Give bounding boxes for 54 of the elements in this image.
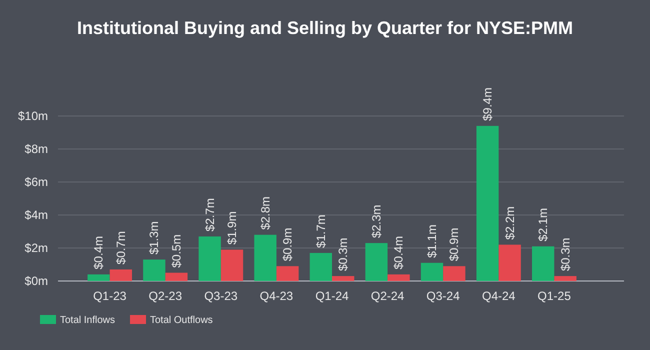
x-tick-label: Q3-24: [426, 289, 460, 303]
data-label: $1.3m: [147, 221, 162, 255]
data-label: $1.1m: [425, 224, 439, 258]
data-label: $2.7m: [202, 198, 217, 232]
x-tick-label: Q4-23: [260, 289, 294, 303]
bar: [88, 274, 110, 281]
data-label: $0.9m: [447, 228, 462, 262]
chart-title: Institutional Buying and Selling by Quarter for NYSE:PMM: [76, 18, 574, 38]
legend-label: Total Outflows: [150, 315, 213, 326]
bar: [420, 262, 444, 281]
bar: [254, 234, 276, 281]
bar: [310, 252, 332, 281]
x-tick-label: Q1-25: [538, 289, 572, 303]
y-tick-label: $8m: [24, 142, 48, 156]
data-label: $0.3m: [558, 238, 572, 272]
data-label: $0.4m: [92, 236, 106, 270]
x-tick-label: Q1-24: [315, 289, 349, 303]
y-tick-label: $6m: [24, 175, 48, 189]
bar: [365, 243, 388, 281]
x-tick-label: Q2-23: [148, 289, 182, 303]
y-tick-label: $4m: [24, 208, 48, 222]
bar: [276, 266, 299, 281]
bar: [443, 266, 466, 281]
data-label: $0.9m: [280, 228, 295, 262]
y-tick-label: $10m: [18, 109, 48, 123]
data-label: $2.1m: [536, 208, 550, 242]
x-tick-label: Q3-23: [204, 289, 238, 303]
bar: [388, 274, 410, 281]
x-tick-label: Q1-23: [93, 289, 127, 303]
data-label: $1.7m: [314, 214, 328, 248]
y-tick-label: $2m: [24, 241, 48, 255]
x-tick-label: Q4-24: [482, 289, 516, 303]
x-tick-label: Q2-24: [370, 289, 405, 303]
bar: [110, 269, 132, 281]
data-label: $2.8m: [258, 196, 272, 230]
bar: [143, 260, 166, 281]
data-label: $0.5m: [169, 234, 184, 268]
bar: [198, 236, 221, 281]
data-label: $2.3m: [369, 204, 384, 238]
bar: [220, 250, 244, 281]
data-label: $2.2m: [502, 206, 517, 240]
bar: [332, 276, 354, 281]
bar: [554, 276, 576, 281]
data-label: $0.3m: [336, 238, 350, 272]
bar: [532, 246, 554, 281]
data-label: $0.7m: [114, 231, 128, 264]
data-label: $0.4m: [392, 236, 406, 270]
data-label: $1.9m: [225, 211, 239, 245]
bar: [165, 272, 188, 281]
bar: [476, 126, 499, 281]
y-tick-label: $0m: [24, 274, 48, 288]
bar: [498, 244, 521, 281]
data-label: $9.4m: [480, 88, 495, 121]
legend-label: Total Inflows: [60, 315, 116, 326]
